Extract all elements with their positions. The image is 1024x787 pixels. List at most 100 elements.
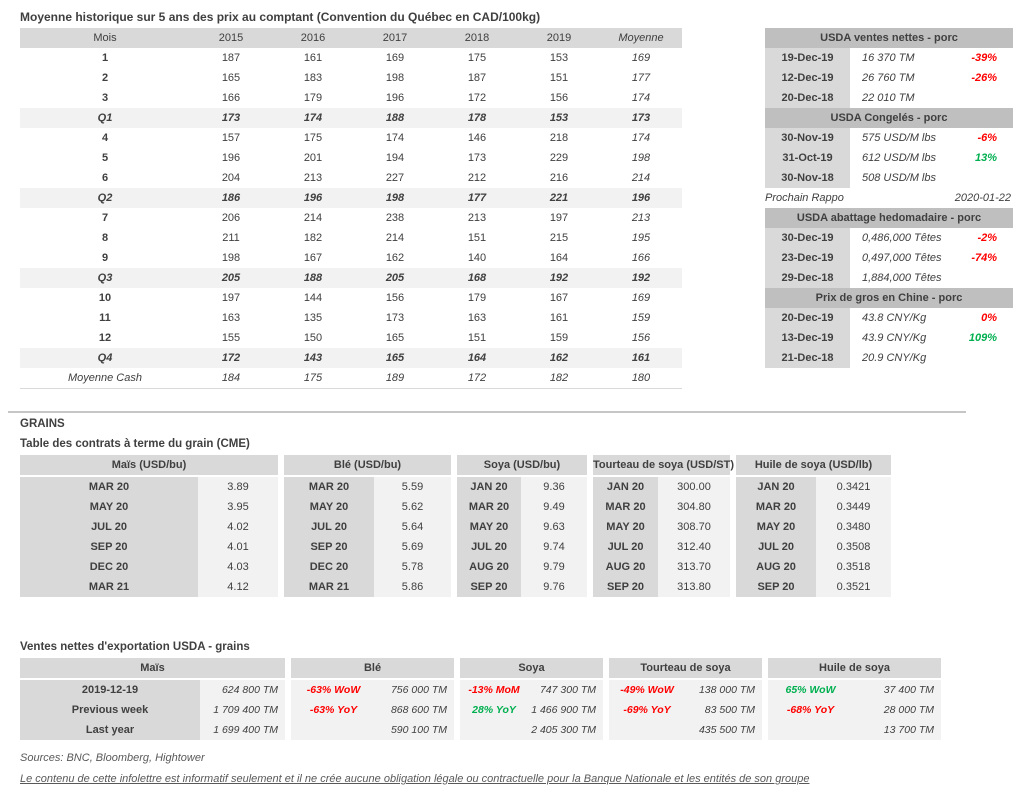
exports-row: 2 405 300 TM — [460, 720, 603, 740]
value-cell: 83 500 TM — [685, 700, 762, 720]
panel-row: 13-Dec-19 43.9 CNY/Kg 109% — [765, 328, 1013, 348]
value-cell: 22 010 TM — [862, 92, 915, 104]
cell: 196 — [385, 92, 405, 104]
price-cell: 300.00 — [658, 477, 730, 497]
futures-row: AUG 20 0.3518 — [736, 557, 891, 577]
cell: 151 — [549, 72, 569, 84]
futures-row: SEP 20 313.80 — [593, 577, 730, 597]
cell: 238 — [385, 212, 405, 224]
cell: 198 — [385, 72, 405, 84]
cell: 169 — [631, 292, 651, 304]
futures-row: SEP 20 0.3521 — [736, 577, 891, 597]
col-header: Blé (USD/bu) — [284, 455, 451, 475]
cell: 196 — [221, 152, 241, 164]
contract-cell: MAR 20 — [457, 497, 521, 517]
cell: 174 — [631, 132, 651, 144]
table-row-quarter: Q3 205 188 205 168 192 192 — [20, 268, 682, 288]
pct-cell — [952, 88, 1013, 108]
cell: 221 — [549, 192, 569, 204]
cell: 161 — [303, 52, 323, 64]
cell: 205 — [385, 272, 405, 284]
cell: 182 — [549, 372, 569, 384]
value-cell: 612 USD/M lbs — [862, 152, 936, 164]
date-cell: 20-Dec-18 — [765, 88, 850, 108]
cell: 188 — [385, 112, 405, 124]
table-row: 8 211 182 214 151 215 195 — [20, 228, 682, 248]
price-cell: 0.3521 — [816, 577, 891, 597]
col-header: Maïs (USD/bu) — [20, 455, 278, 475]
cell: 177 — [467, 192, 487, 204]
value-cell: 1 699 400 TM — [200, 720, 285, 740]
cell: 162 — [549, 352, 569, 364]
col-header-moyenne: Moyenne — [618, 32, 664, 44]
price-cell: 0.3480 — [816, 517, 891, 537]
col-header-2018: 2018 — [464, 32, 490, 44]
cell: Q4 — [97, 352, 113, 364]
cell: 175 — [467, 52, 487, 64]
date-cell: 21-Dec-18 — [765, 348, 850, 368]
cell: 198 — [385, 192, 405, 204]
cell: 196 — [631, 192, 651, 204]
pct-cell — [952, 348, 1013, 368]
exports-row: Last year 1 699 400 TM — [20, 720, 285, 740]
pct-cell: -26% — [971, 72, 997, 84]
futures-row: JAN 20 9.36 — [457, 477, 587, 497]
contract-cell: MAY 20 — [20, 497, 198, 517]
col-header: Huile de soya (USD/lb) — [736, 455, 891, 475]
table-row-average: Moyenne Cash 184 175 189 172 182 180 — [20, 368, 682, 389]
futures-row: MAR 20 304.80 — [593, 497, 730, 517]
cell: 204 — [221, 172, 241, 184]
cell: 11 — [99, 312, 111, 324]
value-cell: 747 300 TM — [528, 680, 603, 700]
cell: 211 — [222, 232, 240, 244]
pct-cell: 28% YoY — [460, 700, 528, 720]
price-cell: 0.3449 — [816, 497, 891, 517]
futures-row: MAR 21 5.86 — [284, 577, 451, 597]
cell: 214 — [385, 232, 405, 244]
price-cell: 4.01 — [198, 537, 278, 557]
legal-disclaimer: Le contenu de cette infolettre est infor… — [20, 773, 810, 785]
cell: 198 — [631, 152, 651, 164]
cell: 186 — [221, 192, 241, 204]
value-cell: 2 405 300 TM — [528, 720, 603, 740]
contract-cell: JAN 20 — [593, 477, 658, 497]
futures-row: MAR 20 9.49 — [457, 497, 587, 517]
cell: 143 — [303, 352, 323, 364]
pct-cell: -13% MoM — [460, 680, 528, 700]
table-row: 12 155 150 165 151 159 156 — [20, 328, 682, 348]
contract-cell: DEC 20 — [284, 557, 374, 577]
exports-row: -13% MoM 747 300 TM — [460, 680, 603, 700]
cell: 151 — [467, 232, 487, 244]
cell: 216 — [549, 172, 569, 184]
panel-row: 30-Dec-19 0,486,000 Têtes -2% — [765, 228, 1013, 248]
grain-futures-table-title: Table des contrats à terme du grain (CME… — [20, 438, 250, 450]
cash-header-row: Mois 2015 2016 2017 2018 2019 Moyenne — [20, 28, 682, 48]
value-cell: 575 USD/M lbs — [862, 132, 936, 144]
cell: 188 — [303, 272, 323, 284]
pct-cell — [952, 168, 1013, 188]
cell: 173 — [221, 112, 241, 124]
cell: 157 — [221, 132, 241, 144]
cell: 172 — [467, 92, 487, 104]
price-cell: 9.76 — [521, 577, 587, 597]
sources-line: Sources: BNC, Bloomberg, Hightower — [20, 752, 205, 764]
value-cell: 26 760 TM — [862, 72, 915, 84]
section-divider — [8, 411, 966, 413]
cell: 172 — [221, 352, 241, 364]
cell: 195 — [631, 232, 651, 244]
cell: 192 — [631, 272, 651, 284]
price-cell: 3.89 — [198, 477, 278, 497]
panel-row: 23-Dec-19 0,497,000 Têtes -74% — [765, 248, 1013, 268]
table-row: 4 157 175 174 146 218 174 — [20, 128, 682, 148]
futures-row: JUL 20 0.3508 — [736, 537, 891, 557]
futures-col-huile: Huile de soya (USD/lb) JAN 20 0.3421 MAR … — [736, 455, 891, 597]
cell: 213 — [467, 212, 487, 224]
value-cell: 13 700 TM — [853, 720, 941, 740]
cell: 194 — [385, 152, 405, 164]
cell: 1 — [101, 52, 109, 64]
price-cell: 0.3508 — [816, 537, 891, 557]
table-row: 3 166 179 196 172 156 174 — [20, 88, 682, 108]
pct-cell: -68% YoY — [768, 700, 853, 720]
value-cell: 20.9 CNY/Kg — [862, 352, 927, 364]
pct-cell: 0% — [981, 312, 997, 324]
